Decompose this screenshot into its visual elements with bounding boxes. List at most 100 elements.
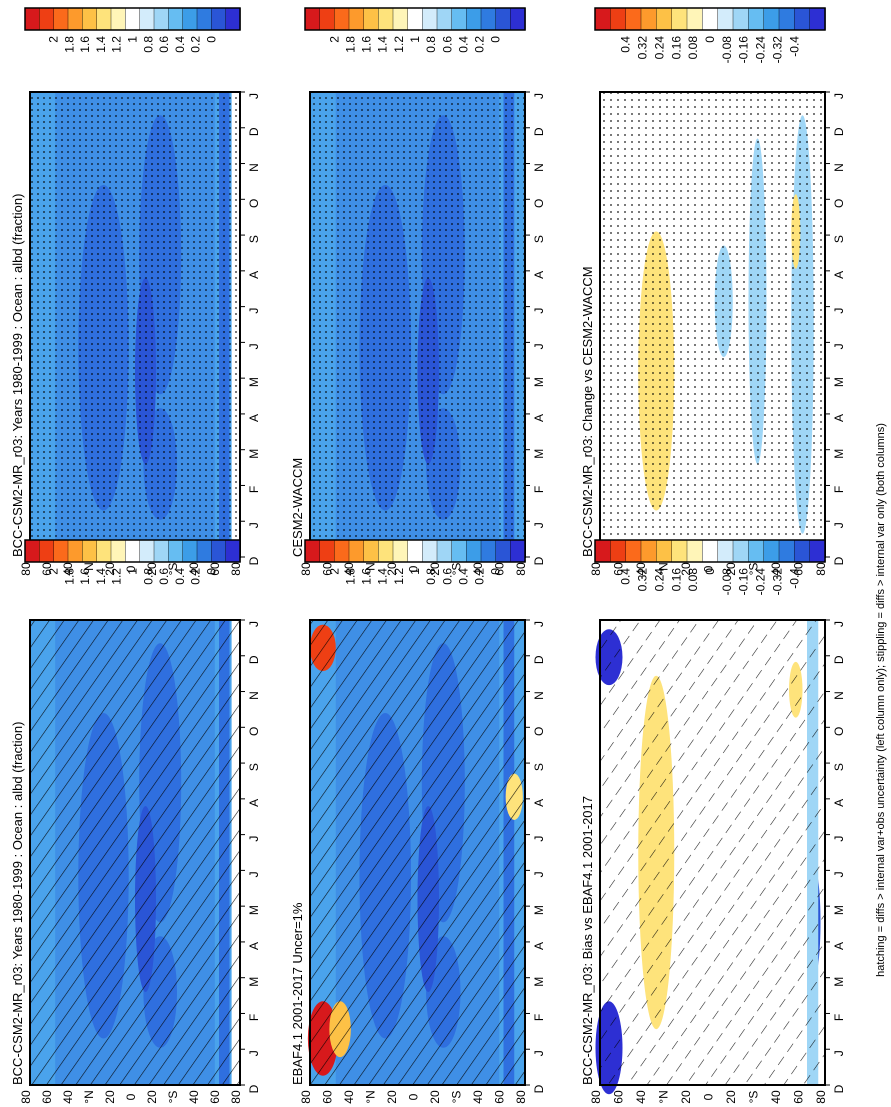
month-tick-label: A xyxy=(247,799,261,807)
colorbar-swatch xyxy=(378,7,394,31)
significance-overlay xyxy=(600,620,825,1085)
latitude-tick-label: 20 xyxy=(103,562,117,576)
latitude-tick-label: °S xyxy=(747,1091,761,1104)
month-tick-label: O xyxy=(832,199,846,208)
latitude-tick-label: °S xyxy=(166,1091,180,1104)
latitude-tick-label: 20 xyxy=(428,562,442,576)
significance-overlay xyxy=(30,92,240,557)
colorbar-swatch xyxy=(82,539,98,563)
latitude-tick-label: 80 xyxy=(229,562,243,576)
colorbar-swatch xyxy=(717,7,734,31)
month-tick-label: J xyxy=(532,836,546,842)
month-tick-label: O xyxy=(247,727,261,736)
month-tick-label: M xyxy=(832,977,846,987)
latitude-tick-label: 20 xyxy=(428,1090,442,1104)
colorbar-swatch xyxy=(625,7,642,31)
colorbar-label: 1.6 xyxy=(78,36,92,53)
colorbar-swatch xyxy=(182,539,198,563)
colorbar-swatch xyxy=(334,539,350,563)
colorbar-swatch xyxy=(610,7,627,31)
month-tick-label: D xyxy=(247,556,261,565)
colorbar-swatch xyxy=(39,539,55,563)
colorbar-label: 0.8 xyxy=(141,36,155,53)
month-tick-label: J xyxy=(532,871,546,877)
colorbar-swatch xyxy=(656,7,673,31)
month-tick-label: J xyxy=(832,343,846,349)
colorbar-frame xyxy=(304,539,526,563)
colorbar-label: -0.32 xyxy=(770,568,784,596)
colorbar-label: 0.4 xyxy=(456,36,470,53)
colorbar-swatch xyxy=(139,539,155,563)
colorbar-swatch xyxy=(778,539,796,563)
plot-frame xyxy=(309,619,526,1086)
month-tick-label: M xyxy=(532,449,546,459)
colorbar-swatch xyxy=(378,539,394,563)
month-tick-label: O xyxy=(247,199,261,208)
colorbar-swatch xyxy=(348,539,365,563)
latitude-tick-label: 40 xyxy=(187,562,201,576)
colorbar-swatch xyxy=(96,7,112,31)
colorbar-swatch xyxy=(640,539,658,563)
month-tick-label: N xyxy=(832,691,846,700)
colorbar-swatch xyxy=(67,539,84,563)
colorbar-swatch xyxy=(182,7,198,31)
latitude-tick-label: 0 xyxy=(702,565,716,572)
latitude-tick-label: 40 xyxy=(634,1090,648,1104)
month-tick-label: M xyxy=(247,977,261,987)
latitude-tick-label: 60 xyxy=(40,562,54,576)
panel-title: BCC-CSM2-MR_r03: Change vs CESM2-WACCM xyxy=(580,266,595,557)
colorbar-swatch xyxy=(168,7,184,31)
colorbar-swatch xyxy=(778,7,796,31)
latitude-tick-label: °N xyxy=(364,562,378,575)
month-tick-label: J xyxy=(532,621,546,627)
colorbar-label: 0.4 xyxy=(173,36,187,53)
colorbar-swatch xyxy=(671,7,688,31)
colorbar-label: 0 xyxy=(489,36,503,43)
colorbar-label: 0.6 xyxy=(157,36,171,53)
colorbar-label: 0.32 xyxy=(636,568,650,592)
month-tick-label: F xyxy=(247,1014,261,1021)
month-tick-label: F xyxy=(832,1014,846,1021)
latitude-tick-label: °S xyxy=(450,1091,464,1104)
latitude-tick-label: 80 xyxy=(814,562,828,576)
colorbar-label: 0 xyxy=(703,36,717,43)
colorbar-swatch xyxy=(53,7,69,31)
colorbar-swatch xyxy=(480,7,497,31)
latitude-tick-label: 20 xyxy=(145,1090,159,1104)
colorbar-swatch xyxy=(594,7,612,31)
latitude-tick-label: 80 xyxy=(299,1090,313,1104)
colorbar-label: 0.16 xyxy=(669,568,683,592)
colorbar-swatch xyxy=(748,7,765,31)
month-tick-label: J xyxy=(532,93,546,99)
colorbar-label: 1.6 xyxy=(78,568,92,585)
month-tick-label: D xyxy=(832,556,846,565)
month-tick-label: M xyxy=(532,905,546,915)
month-tick-label: J xyxy=(532,522,546,528)
latitude-tick-label: 0 xyxy=(124,1093,138,1100)
latitude-tick-label: 20 xyxy=(679,562,693,576)
panel-title: EBAF4.1 2001-2017 Uncer=1% xyxy=(290,902,305,1085)
month-tick-label: D xyxy=(532,655,546,664)
significance-overlay xyxy=(600,92,825,557)
colorbar-swatch xyxy=(392,539,409,563)
colorbar-label: 0.8 xyxy=(141,568,155,585)
colorbar-swatch xyxy=(794,7,811,31)
latitude-tick-label: 20 xyxy=(103,1090,117,1104)
latitude-tick-label: °N xyxy=(82,562,96,575)
month-tick-label: J xyxy=(532,308,546,314)
colorbar-swatch xyxy=(656,539,673,563)
month-tick-label: A xyxy=(247,414,261,422)
month-tick-label: D xyxy=(532,1084,546,1093)
colorbar-swatch xyxy=(196,7,213,31)
latitude-tick-label: 80 xyxy=(514,562,528,576)
colorbar-swatch xyxy=(732,539,750,563)
colorbar-swatch xyxy=(594,539,612,563)
colorbar-swatch xyxy=(225,7,241,31)
latitude-tick-label: 80 xyxy=(229,1090,243,1104)
colorbar-label: 1.4 xyxy=(376,568,390,585)
colorbar-swatch xyxy=(407,539,424,563)
colorbar-swatch xyxy=(39,7,55,31)
month-tick-label: J xyxy=(247,308,261,314)
month-tick-label: M xyxy=(832,377,846,387)
